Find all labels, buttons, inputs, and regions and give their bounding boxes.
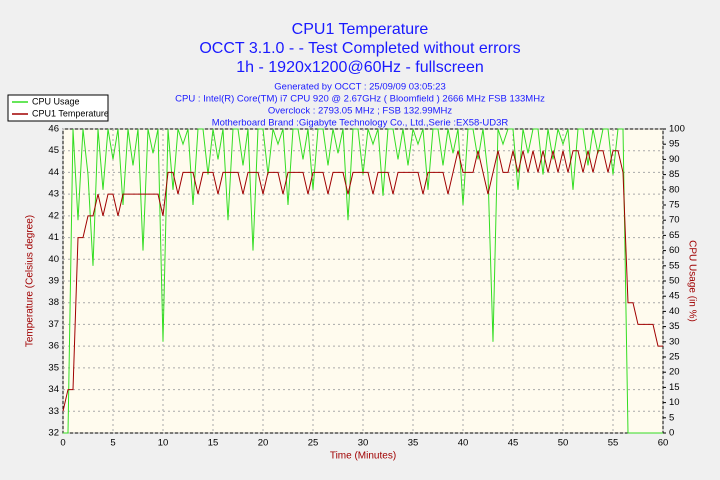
- x-tick-label: 45: [508, 438, 519, 449]
- x-tick-label: 30: [358, 438, 369, 449]
- x-tick-label: 35: [408, 438, 419, 449]
- y-tick-label: 33: [48, 406, 59, 417]
- y2-tick-label: 35: [669, 321, 680, 332]
- x-axis-label: Time (Minutes): [330, 451, 396, 462]
- series-line: [62, 150, 663, 412]
- y2-tick-label: 5: [669, 412, 674, 423]
- legend-label: CPU1 Temperature: [32, 108, 109, 118]
- info-line: Overclock : 2793.05 MHz ; FSB 132.99MHz: [268, 106, 453, 117]
- y2-tick-label: 50: [669, 276, 680, 287]
- y-tick-label: 43: [48, 189, 59, 200]
- info-line: Generated by OCCT : 25/09/09 03:05:23: [274, 82, 445, 93]
- y-tick-label: 40: [48, 254, 59, 265]
- x-tick-label: 5: [110, 438, 115, 449]
- y-tick-label: 39: [48, 276, 59, 287]
- y-tick-label: 41: [48, 232, 59, 243]
- y2-tick-label: 15: [669, 382, 680, 393]
- x-tick-label: 15: [208, 438, 219, 449]
- series-line: [63, 128, 663, 434]
- x-tick-label: 55: [608, 438, 619, 449]
- x-tick-label: 0: [60, 438, 65, 449]
- info-line: CPU : Intel(R) Core(TM) i7 CPU 920 @ 2.6…: [175, 94, 545, 105]
- y2-tick-label: 10: [669, 397, 680, 408]
- y-tick-label: 38: [48, 297, 59, 308]
- y2-tick-label: 80: [669, 184, 680, 195]
- y2-tick-label: 45: [669, 291, 680, 302]
- y-tick-label: 46: [48, 124, 59, 135]
- x-tick-label: 20: [258, 438, 269, 449]
- y2-tick-label: 25: [669, 352, 680, 363]
- y2-tick-label: 65: [669, 230, 680, 241]
- legend-label: CPU Usage: [32, 96, 80, 106]
- y2-tick-label: 40: [669, 306, 680, 317]
- y2-tick-label: 70: [669, 215, 680, 226]
- y-tick-label: 34: [48, 384, 59, 395]
- x-tick-label: 60: [658, 438, 669, 449]
- y-tick-label: 44: [48, 167, 59, 178]
- chart-subtitle: 1h - 1920x1200@60Hz - fullscreen: [236, 59, 484, 76]
- y2-tick-label: 55: [669, 260, 680, 271]
- y2-tick-label: 95: [669, 139, 680, 150]
- y2-tick-label: 75: [669, 200, 680, 211]
- y2-tick-label: 90: [669, 154, 680, 165]
- y2-tick-label: 20: [669, 367, 680, 378]
- series: [62, 128, 663, 434]
- y2-axis-label: CPU Usage (in %): [686, 240, 697, 322]
- x-tick-label: 40: [458, 438, 469, 449]
- y2-tick-label: 100: [669, 124, 685, 135]
- x-tick-label: 50: [558, 438, 569, 449]
- y-axis-label: Temperature (Celsius degree): [25, 215, 36, 347]
- y-tick-label: 35: [48, 362, 59, 373]
- x-tick-label: 10: [158, 438, 169, 449]
- y-tick-label: 32: [48, 428, 59, 439]
- y-tick-label: 45: [48, 145, 59, 156]
- y2-tick-label: 60: [669, 245, 680, 256]
- y2-tick-label: 30: [669, 336, 680, 347]
- y-tick-label: 42: [48, 210, 59, 221]
- y2-tick-label: 85: [669, 169, 680, 180]
- y-tick-label: 36: [48, 341, 59, 352]
- x-tick-label: 25: [308, 438, 319, 449]
- y-tick-label: 37: [48, 319, 59, 330]
- info-line: Motherboard Brand :Gigabyte Technology C…: [212, 118, 509, 129]
- chart-title: CPU1 Temperature: [292, 21, 429, 38]
- legend-box: [7, 94, 109, 122]
- chart-subtitle: OCCT 3.1.0 - - Test Completed without er…: [199, 40, 520, 57]
- y2-tick-label: 0: [669, 428, 674, 439]
